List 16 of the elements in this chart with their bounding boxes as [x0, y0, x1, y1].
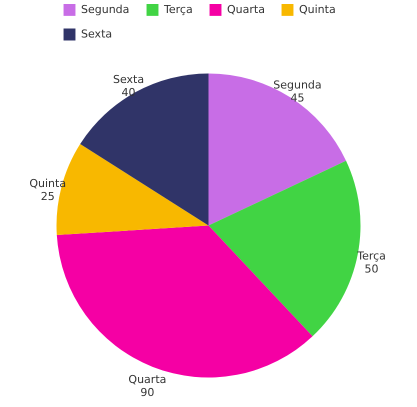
data-label: 50 — [364, 262, 379, 276]
data-label: 45 — [290, 91, 304, 104]
data-label: 25 — [40, 190, 55, 204]
slice-label: Sexta — [112, 73, 144, 86]
legend-label: Sexta — [81, 28, 112, 40]
legend-label: Terça — [163, 2, 193, 16]
slice-label: Quarta — [128, 372, 166, 386]
legend-label: Quarta — [227, 2, 265, 16]
legend-label: Segunda — [81, 2, 130, 16]
pie-slice — [80, 74, 208, 226]
slice-label: Terça — [356, 250, 386, 263]
data-label: 90 — [140, 386, 154, 399]
slice-label: Segunda — [273, 78, 322, 92]
legend-label: Quinta — [299, 2, 336, 16]
data-label: 40 — [122, 86, 136, 100]
pie-slice — [208, 74, 346, 226]
